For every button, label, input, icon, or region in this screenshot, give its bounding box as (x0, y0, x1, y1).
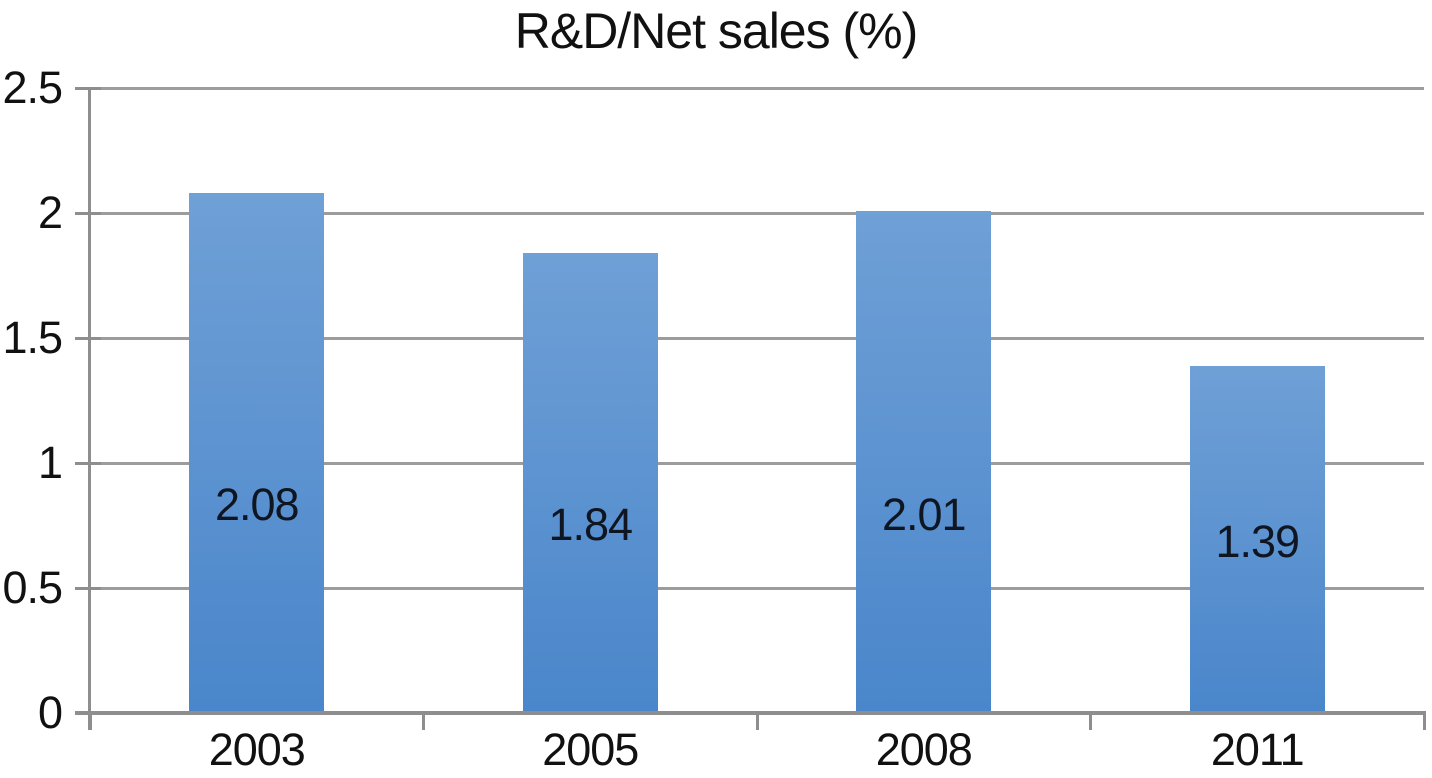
x-axis-tick (88, 713, 92, 730)
x-axis-tick (755, 713, 759, 730)
gridline (90, 336, 1424, 340)
y-axis-tick-label: 0 (37, 687, 63, 738)
bar-2005 (522, 253, 658, 713)
x-axis-label-2011: 2011 (1210, 724, 1305, 775)
gridline (90, 86, 1424, 90)
y-axis-tick-label: 2.5 (2, 62, 63, 113)
bar-value-label: 1.39 (1215, 516, 1300, 567)
x-axis-label-2008: 2008 (875, 724, 973, 775)
gridline (90, 461, 1424, 465)
chart-title: R&D/Net sales (%) (514, 3, 919, 59)
y-axis-tick-label: 1 (37, 437, 63, 488)
x-axis-label-2003: 2003 (208, 724, 306, 775)
gridline (90, 586, 1424, 590)
y-axis-tick-label: 1.5 (2, 312, 63, 363)
bar-2011 (1189, 365, 1325, 713)
x-axis-line (75, 711, 1426, 715)
bar-2008 (856, 210, 992, 713)
bar-2003 (189, 193, 325, 713)
bar-value-label: 2.01 (881, 489, 967, 540)
bar-value-label: 2.08 (214, 479, 300, 530)
x-axis-tick (1422, 713, 1426, 730)
y-axis-tick-label: 2 (37, 187, 63, 238)
y-axis-line (88, 88, 91, 730)
x-axis-label-2005: 2005 (542, 724, 639, 775)
y-axis-tick-label: 0.5 (2, 562, 63, 613)
bar-value-label: 1.84 (548, 499, 633, 550)
x-axis-tick (1089, 713, 1092, 730)
x-axis-tick (422, 713, 425, 730)
gridline (90, 211, 1424, 215)
